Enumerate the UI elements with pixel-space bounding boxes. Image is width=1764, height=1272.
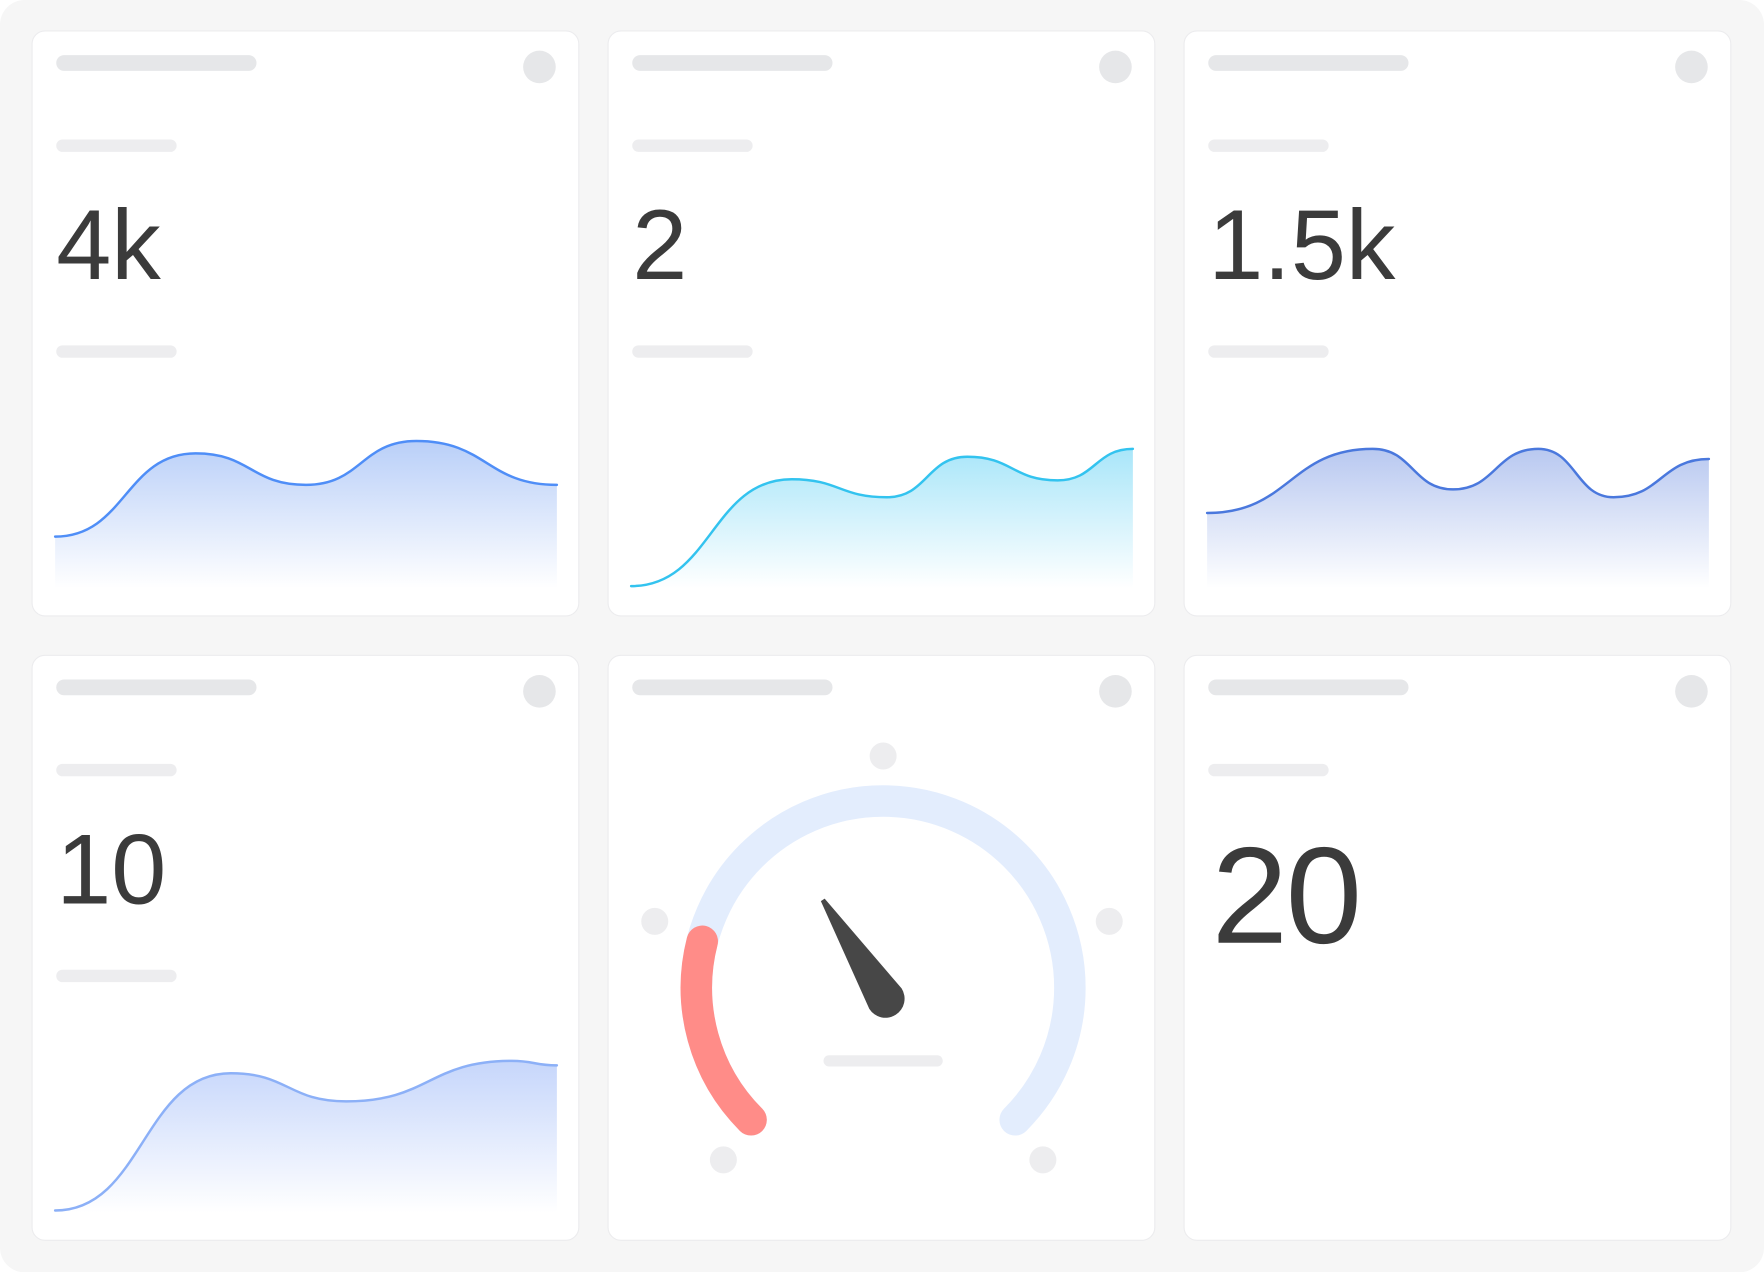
subtitle-placeholder xyxy=(1208,139,1329,152)
sparkline-area xyxy=(1207,448,1709,589)
metric-card-6[interactable]: 20 xyxy=(1183,654,1732,1241)
gauge-card[interactable] xyxy=(607,654,1156,1241)
caption-placeholder xyxy=(1208,345,1329,358)
gauge-needle xyxy=(820,898,905,1018)
subtitle-placeholder xyxy=(56,763,177,777)
sparkline-area xyxy=(55,441,557,589)
title-placeholder xyxy=(1208,679,1409,696)
gauge-tick-dot xyxy=(709,1146,737,1174)
sparkline-line xyxy=(629,447,1135,588)
gauge-tick-dot xyxy=(869,742,897,770)
menu-dot-icon[interactable] xyxy=(1675,50,1708,84)
sparkline-chart xyxy=(629,447,1135,589)
caption-placeholder xyxy=(56,345,177,358)
sparkline-area xyxy=(631,448,1133,589)
metric-value: 10 xyxy=(56,813,167,925)
subtitle-placeholder xyxy=(1208,763,1329,777)
sparkline-chart xyxy=(53,439,559,589)
title-placeholder xyxy=(632,55,833,71)
gauge-alert-zone xyxy=(680,925,767,1136)
sparkline-area xyxy=(55,1060,557,1213)
menu-dot-icon[interactable] xyxy=(1099,50,1132,84)
caption-placeholder xyxy=(56,969,177,983)
metric-card-2[interactable]: 2 xyxy=(607,30,1156,617)
metric-card-3[interactable]: 1.5k xyxy=(1183,30,1732,617)
menu-dot-icon[interactable] xyxy=(523,50,556,84)
sparkline-line xyxy=(53,439,559,538)
title-placeholder xyxy=(632,679,833,696)
gauge-tick-dot xyxy=(1095,907,1123,935)
gauge-track xyxy=(680,785,1086,1136)
sparkline-line xyxy=(53,1059,559,1212)
metric-card-1[interactable]: 4k xyxy=(31,30,580,617)
subtitle-placeholder xyxy=(56,139,177,152)
title-placeholder xyxy=(56,679,257,696)
metric-card-4[interactable]: 10 xyxy=(31,654,580,1241)
sparkline-chart xyxy=(1205,447,1711,589)
metric-value: 20 xyxy=(1211,819,1362,972)
gauge-tick-dot xyxy=(1029,1146,1057,1174)
metric-value: 4k xyxy=(56,189,161,301)
menu-dot-icon[interactable] xyxy=(1099,675,1132,708)
subtitle-placeholder xyxy=(632,139,753,152)
title-placeholder xyxy=(1208,55,1409,71)
title-placeholder xyxy=(56,55,257,71)
menu-dot-icon[interactable] xyxy=(1675,675,1708,708)
menu-dot-icon[interactable] xyxy=(523,675,556,708)
metric-value: 1.5k xyxy=(1208,189,1396,301)
sparkline-line xyxy=(1205,447,1711,515)
metric-value: 2 xyxy=(632,189,688,301)
gauge-chart xyxy=(641,742,1123,1174)
gauge-caption-placeholder xyxy=(823,1055,943,1067)
caption-placeholder xyxy=(632,345,753,358)
sparkline-chart xyxy=(53,1059,559,1213)
gauge-tick-dot xyxy=(641,907,669,935)
